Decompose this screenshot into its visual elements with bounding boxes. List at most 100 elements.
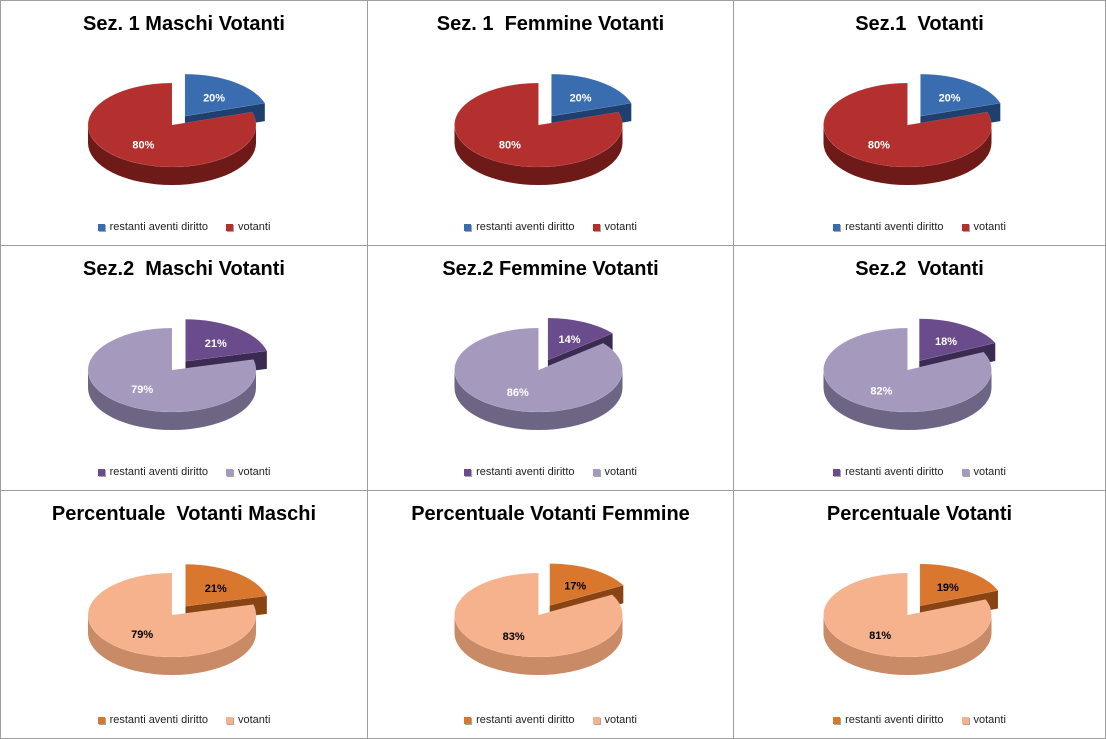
chart-panel: Sez.2 Maschi Votanti 21% 79% restanti ave… (0, 246, 368, 491)
legend-swatch (226, 223, 233, 231)
pie-slice-side (88, 370, 256, 430)
legend-item-restanti: restanti aventi diritto (833, 221, 944, 233)
pie-slice-top (823, 82, 992, 168)
pie-slice-votanti: 83% (454, 572, 623, 675)
data-label: 17% (564, 581, 586, 593)
legend-label: votanti (238, 714, 271, 726)
legend-item-restanti: restanti aventi diritto (97, 466, 208, 478)
legend-label: votanti (604, 466, 637, 478)
chart-title: Sez. 1 Femmine Votanti (436, 13, 665, 35)
data-label: 80% (499, 140, 521, 152)
pie-slice-top (551, 73, 632, 117)
legend-swatch (592, 468, 600, 476)
legend-label: votanti (238, 221, 271, 233)
legend-label: restanti aventi diritto (845, 221, 944, 233)
legend-swatch (464, 468, 472, 476)
pie-chart: 21% 79% (87, 319, 268, 430)
data-label: 20% (939, 92, 961, 104)
legend-item-votanti: votanti (226, 714, 270, 726)
data-label: 18% (935, 336, 957, 348)
data-label: 82% (870, 386, 892, 398)
pie-slice-side (454, 615, 623, 675)
legend-label: restanti aventi diritto (109, 466, 208, 478)
pie-slice-votanti: 80% (823, 82, 992, 185)
pie-slice-top (454, 572, 623, 658)
pie-slice-side (823, 125, 992, 185)
legend-item-restanti: restanti aventi diritto (464, 221, 575, 233)
pie-slice-votanti: 80% (454, 82, 623, 185)
pie-chart: 19% 81% (823, 563, 999, 675)
pie-slice-side (454, 370, 623, 430)
data-label: 19% (937, 582, 959, 594)
pie-slice-votanti: 79% (87, 327, 257, 430)
chart-title: Sez.2 Maschi Votanti (83, 258, 285, 280)
pie-slice-top (919, 563, 999, 607)
chart-title: Sez.2 Femmine Votanti (442, 258, 659, 280)
legend-label: restanti aventi diritto (476, 714, 575, 726)
legend-label: votanti (238, 466, 271, 478)
pie-slice-top (87, 572, 257, 658)
data-label: 20% (203, 92, 225, 104)
chart-legend: restanti aventi diritto votanti (1, 714, 367, 726)
data-label: 81% (869, 630, 891, 642)
legend-swatch (833, 468, 841, 476)
legend-swatch (464, 223, 472, 231)
chart-panel: Sez.2 Votanti 18% 82% restanti aventi dir… (734, 246, 1106, 491)
pie-slice-top (823, 572, 992, 658)
chart-title: Percentuale Votanti Femmine (411, 503, 690, 525)
chart-legend: restanti aventi diritto votanti (734, 466, 1105, 478)
pie-chart: 20% 80% (454, 73, 632, 185)
legend-label: votanti (973, 221, 1006, 233)
chart-panel: Sez.1 Votanti 20% 80% restanti aventi dir… (734, 0, 1106, 246)
legend-swatch (833, 223, 841, 231)
pie-slice-votanti: 86% (454, 327, 623, 430)
chart-legend: restanti aventi diritto votanti (368, 714, 733, 726)
pie-slice-top (184, 73, 266, 117)
legend-swatch (97, 468, 105, 476)
pie-chart: 20% 80% (823, 73, 1001, 185)
legend-label: votanti (973, 466, 1006, 478)
legend-item-votanti: votanti (961, 221, 1006, 233)
pie-slice-top (87, 82, 257, 168)
pie-slice-top (823, 327, 992, 413)
legend-label: restanti aventi diritto (476, 466, 575, 478)
data-label: 86% (507, 387, 529, 399)
pie-slice-top (185, 564, 268, 607)
pie-slice-top (454, 327, 623, 413)
pie-slice-votanti: 81% (823, 572, 992, 675)
chart-legend: restanti aventi diritto votanti (734, 714, 1105, 726)
legend-swatch (97, 223, 105, 231)
legend-item-votanti: votanti (961, 714, 1006, 726)
chart-panel: Sez. 1 Maschi Votanti 20% 80% restanti av… (0, 0, 368, 246)
data-label: 21% (205, 338, 227, 350)
legend-swatch (226, 468, 233, 476)
data-label: 14% (559, 334, 581, 346)
pie-slice-side (88, 125, 256, 185)
chart-panel: Percentuale Votanti Maschi 21% 79% restan… (0, 491, 368, 739)
data-label: 21% (205, 583, 227, 595)
legend-label: restanti aventi diritto (109, 221, 208, 233)
chart-panel: Sez. 1 Femmine Votanti 20% 80% restanti a… (368, 0, 734, 246)
chart-title: Sez.2 Votanti (855, 258, 984, 280)
legend-label: restanti aventi diritto (476, 221, 575, 233)
pie-slice-side (454, 125, 623, 185)
legend-item-restanti: restanti aventi diritto (464, 714, 575, 726)
chart-title: Sez. 1 Maschi Votanti (83, 13, 285, 35)
chart-panel: Percentuale Votanti Femmine 17% 83% resta… (368, 491, 734, 739)
legend-label: votanti (973, 714, 1006, 726)
pie-slice-side (88, 615, 256, 675)
legend-swatch (592, 716, 600, 724)
data-label: 80% (868, 140, 890, 152)
pie-slice-top (185, 319, 268, 362)
chart-legend: restanti aventi diritto votanti (368, 466, 733, 478)
legend-item-restanti: restanti aventi diritto (97, 714, 208, 726)
legend-label: votanti (604, 221, 637, 233)
data-label: 80% (132, 140, 154, 152)
pie-chart: 17% 83% (454, 563, 624, 675)
chart-legend: restanti aventi diritto votanti (368, 221, 733, 233)
pie-slice-votanti: 82% (823, 327, 992, 430)
legend-swatch (961, 223, 969, 231)
pie-slice-top (547, 317, 614, 361)
legend-item-restanti: restanti aventi diritto (464, 466, 575, 478)
